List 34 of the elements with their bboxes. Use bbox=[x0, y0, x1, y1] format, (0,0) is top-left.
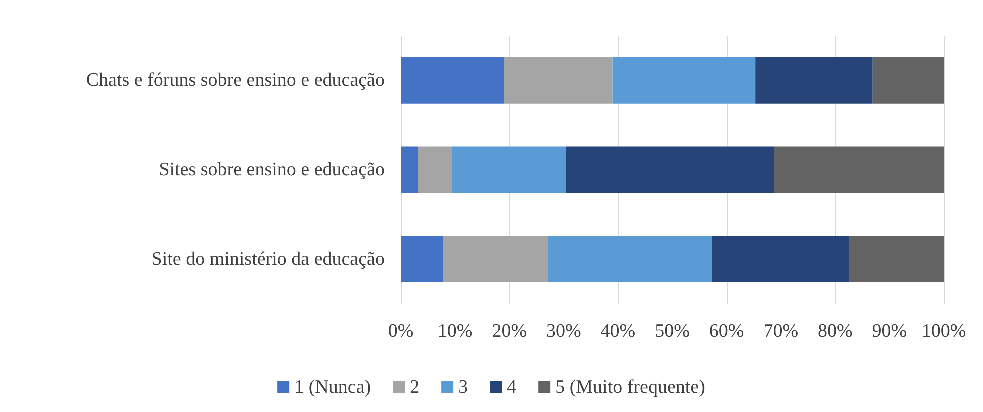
bar bbox=[774, 146, 944, 194]
x-tick-label: 10% bbox=[438, 321, 473, 342]
x-tick-label: 70% bbox=[764, 321, 799, 342]
x-tick-label: 60% bbox=[709, 321, 744, 342]
bar bbox=[756, 57, 873, 104]
bar bbox=[504, 57, 613, 104]
y-tick-label: Chats e fóruns sobre ensino e educação bbox=[86, 70, 385, 92]
x-tick-label: 30% bbox=[546, 321, 582, 342]
bar bbox=[612, 57, 756, 104]
legend-label: 3 bbox=[458, 377, 468, 398]
bar bbox=[418, 146, 452, 194]
legend-label: 1 (Nunca) bbox=[294, 377, 372, 398]
x-tick-label: 80% bbox=[818, 321, 853, 342]
x-tick-label: 50% bbox=[655, 321, 690, 342]
bar bbox=[452, 146, 566, 194]
x-tick-label: 0% bbox=[388, 321, 414, 342]
legend-label: 5 (Muito frequente) bbox=[556, 377, 706, 398]
bar bbox=[401, 236, 444, 283]
legend-label: 4 bbox=[507, 377, 518, 398]
x-tick-label: 40% bbox=[600, 321, 636, 342]
y-tick-label: Site do ministério da educação bbox=[152, 248, 385, 270]
x-tick-label: 20% bbox=[492, 321, 528, 342]
bar bbox=[401, 57, 504, 104]
bar bbox=[566, 146, 774, 194]
bar bbox=[712, 236, 850, 283]
legend-label: 2 bbox=[410, 377, 420, 398]
y-tick-label: Sites sobre ensino e educação bbox=[159, 160, 385, 180]
bar bbox=[401, 146, 418, 194]
x-tick-label: 90% bbox=[872, 321, 908, 342]
bar bbox=[850, 236, 944, 283]
bar bbox=[443, 236, 548, 283]
bar bbox=[872, 57, 944, 104]
bar bbox=[548, 236, 712, 283]
x-tick-label: 100% bbox=[922, 321, 966, 342]
